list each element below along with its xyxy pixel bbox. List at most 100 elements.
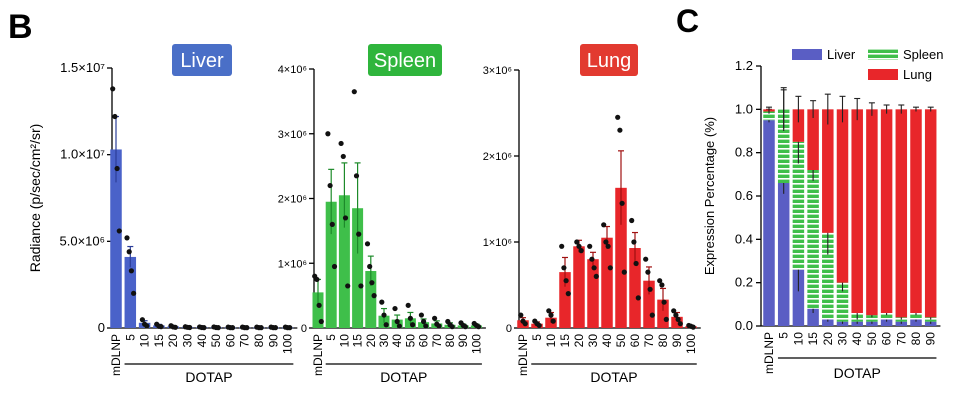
lung-bar (601, 237, 613, 328)
expression-bar-liver (822, 319, 834, 326)
lung-data-point (615, 114, 621, 120)
spleen-x-tick-label: 40 (390, 334, 404, 348)
expression-bar-spleen (880, 313, 893, 320)
spleen-x-tick-label: mDLNP (311, 334, 325, 376)
spleen-y-tick-label: 1×10⁶ (278, 258, 307, 270)
lung-data-point (673, 312, 679, 318)
spleen-data-point (345, 283, 351, 289)
spleen-data-point (342, 215, 349, 221)
lung-data-point (550, 318, 556, 324)
lung-data-point (546, 308, 552, 314)
liver-data-point (114, 165, 120, 172)
spleen-y-tick-label: 4×10⁶ (278, 64, 307, 76)
lung-x-tick-label: 15 (558, 334, 572, 348)
spleen-data-point (449, 324, 455, 330)
liver-title: Liver (180, 50, 224, 72)
liver-x-tick-label: mDLNP (109, 334, 123, 376)
panel-letter-b: B (8, 8, 33, 46)
expression-bar-spleen (910, 313, 922, 320)
spleen-data-point (396, 323, 402, 329)
spleen-data-point (364, 241, 371, 247)
liver-data-point (244, 325, 250, 331)
lung-data-point (605, 243, 611, 249)
lung-data-point (631, 239, 637, 245)
liver-x-tick-label: 70 (238, 334, 252, 348)
lung-data-point (563, 278, 569, 284)
liver-data-point (116, 228, 122, 234)
spleen-data-point (316, 302, 322, 308)
expression-bar-liver (792, 269, 805, 326)
spleen-data-point (369, 280, 375, 286)
lung-data-point (601, 222, 607, 228)
spleen-data-point (436, 323, 442, 329)
lung-x-tick-label: 40 (600, 334, 614, 348)
spleen-title: Spleen (374, 50, 436, 72)
expression-bar-lung (924, 109, 937, 318)
lung-x-tick-label: 30 (586, 334, 600, 348)
lung-data-point (574, 239, 580, 245)
lung-data-point (536, 322, 542, 329)
spleen-x-tick-label: 5 (324, 334, 338, 341)
lung-bar (629, 248, 641, 328)
liver-x-tick-label: 90 (266, 334, 280, 348)
expression-bar-lung (851, 109, 863, 313)
liver-data-point (287, 325, 293, 331)
lung-data-point (690, 324, 696, 330)
lung-data-point (663, 316, 669, 322)
lung-title: Lung (587, 50, 632, 72)
lung-data-point (607, 265, 613, 271)
lung-data-point (518, 312, 524, 318)
expression-bar-spleen (822, 232, 834, 320)
liver-data-point (144, 323, 150, 329)
expression-y-tick-label: 0.0 (735, 318, 753, 333)
lung-data-point (659, 282, 665, 288)
expression-bar-liver (763, 120, 775, 327)
lung-data-point (603, 239, 609, 245)
lung-data-point (645, 269, 651, 275)
lung-x-tick-label: 90 (670, 334, 684, 348)
lung-title-box (580, 44, 638, 76)
lung-chart: Lung 0 1×10⁶ 2×10⁶ 3×10⁶ mDLNP 5 10 15 20 30 40 50 60… (483, 44, 701, 385)
expression-x-tick-label: 70 (894, 332, 908, 346)
expression-bar-lung (866, 109, 878, 316)
expression-bar-spleen (866, 315, 878, 322)
liver-data-point (201, 325, 207, 331)
spleen-y-tick-label: 3×10⁶ (278, 129, 307, 141)
lung-bar (657, 299, 669, 328)
lung-data-point (629, 217, 635, 224)
lung-bar (587, 259, 599, 328)
lung-x-tick-label: 80 (656, 334, 670, 348)
lung-bar (615, 187, 627, 328)
spleen-data-point (327, 182, 333, 189)
expression-y-tick-label: 0.6 (735, 188, 753, 203)
spleen-data-point (381, 312, 387, 318)
spleen-group-label: DOTAP (380, 369, 427, 385)
spleen-data-point (423, 323, 429, 329)
expression-bar-lung (822, 109, 834, 233)
liver-y-label: Radiance (p/sec/cm²/sr) (27, 124, 43, 273)
expression-y-tick-label: 1.2 (735, 58, 753, 73)
expression-y-tick-label: 0.2 (735, 275, 753, 290)
lung-data-point (522, 321, 528, 327)
liver-data-point (112, 113, 118, 120)
spleen-bar (365, 271, 377, 328)
spleen-x-tick-label: 80 (443, 334, 457, 348)
expression-bar-liver (777, 183, 790, 326)
expression-bar-lung (895, 109, 908, 318)
spleen-data-point (318, 318, 324, 325)
liver-group-label: DOTAP (185, 369, 232, 385)
liver-y-tick-label: 0 (98, 320, 105, 335)
spleen-data-point (338, 140, 344, 147)
expression-bar-liver (880, 319, 893, 326)
liver-x-tick-label: 10 (138, 334, 152, 348)
liver-data-point (272, 325, 279, 331)
liver-x-tick-label: 80 (252, 334, 266, 348)
liver-y-tick-label: 1.5×10⁷ (60, 60, 105, 75)
legend-label-liver: Liver (827, 47, 856, 62)
expression-x-tick-label: 5 (777, 332, 791, 339)
liver-data-point (230, 325, 236, 331)
legend-swatch-spleen (868, 49, 898, 60)
expression-bar-lung (792, 109, 805, 142)
spleen-data-point (421, 318, 427, 325)
